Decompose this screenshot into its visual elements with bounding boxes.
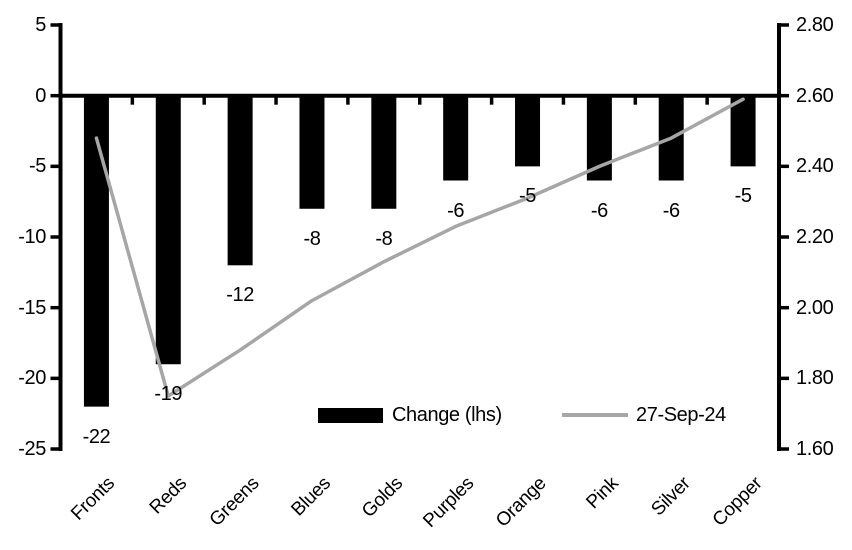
line-series — [94, 97, 745, 398]
bar-value-label: -22 — [82, 425, 111, 448]
bar-purples — [443, 95, 469, 181]
bar-golds — [371, 95, 397, 209]
bar-value-label: -5 — [734, 185, 752, 208]
left-axis-tick-label: -20 — [18, 367, 46, 390]
bar-copper — [730, 95, 756, 167]
bar-value-label: -12 — [226, 284, 254, 307]
right-axis-tick-label: 1.80 — [796, 367, 834, 390]
left-axis-tick-label: -10 — [18, 226, 46, 248]
left-axis-tick-label: -5 — [29, 155, 46, 178]
bar-orange — [515, 95, 541, 167]
right-axis-tick-label: 2.60 — [796, 84, 834, 107]
bar-value-label: -6 — [447, 199, 465, 222]
left-axis-tick-label: -15 — [18, 296, 46, 319]
legend-line-label: 27-Sep-24 — [636, 404, 726, 426]
left-axis-tick-label: 5 — [35, 14, 46, 36]
bar-value-label: -8 — [375, 227, 393, 250]
bar-fronts — [83, 95, 109, 407]
bar-reds — [155, 95, 181, 365]
right-axis-tick-label: 2.20 — [796, 226, 834, 248]
bar-value-label: -19 — [154, 383, 183, 406]
right-axis-tick-label: 2.80 — [796, 14, 834, 36]
bar-value-label: -5 — [519, 185, 536, 208]
legend-bar-swatch — [318, 408, 383, 423]
left-axis-tick-label: 0 — [35, 84, 46, 107]
bar-blues — [299, 95, 325, 209]
legend-bar-label: Change (lhs) — [392, 404, 502, 426]
legend-line-swatch — [562, 413, 628, 417]
right-axis-tick-label: 2.00 — [796, 296, 834, 319]
right-axis-tick-label: 2.40 — [796, 155, 834, 178]
bar-greens — [227, 95, 253, 266]
bar-value-label: -6 — [662, 199, 680, 222]
bar-value-label: -6 — [590, 199, 608, 222]
right-axis-tick-label: 1.60 — [796, 438, 834, 461]
bar-value-label: -8 — [303, 227, 321, 250]
left-axis-tick-label: -25 — [18, 438, 46, 461]
